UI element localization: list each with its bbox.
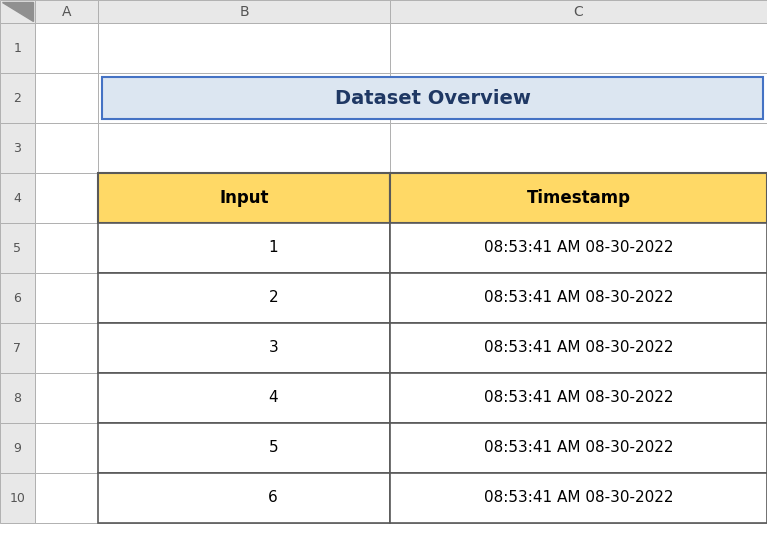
- Bar: [390, 373, 767, 423]
- Bar: [35, 23, 98, 73]
- Bar: [98, 423, 390, 473]
- Bar: [390, 223, 767, 273]
- Bar: [0, 73, 35, 123]
- Text: 08:53:41 AM 08-30-2022: 08:53:41 AM 08-30-2022: [484, 291, 673, 306]
- Bar: [35, 73, 98, 123]
- Bar: [98, 123, 390, 173]
- Text: B: B: [239, 4, 249, 18]
- Bar: [0, 0, 35, 23]
- Text: 5: 5: [268, 440, 278, 456]
- Bar: [390, 423, 767, 473]
- Text: 08:53:41 AM 08-30-2022: 08:53:41 AM 08-30-2022: [484, 391, 673, 405]
- Bar: [390, 173, 767, 223]
- Text: Input: Input: [219, 189, 268, 207]
- Bar: [390, 223, 767, 273]
- Bar: [98, 373, 390, 423]
- Bar: [98, 0, 390, 23]
- Bar: [98, 473, 390, 523]
- Bar: [98, 323, 390, 373]
- Text: 08:53:41 AM 08-30-2022: 08:53:41 AM 08-30-2022: [484, 490, 673, 505]
- Bar: [98, 23, 390, 73]
- Bar: [390, 323, 767, 373]
- Text: Timestamp: Timestamp: [526, 189, 630, 207]
- Bar: [98, 173, 390, 223]
- Text: 7: 7: [14, 342, 21, 354]
- Bar: [35, 173, 98, 223]
- Text: 1: 1: [14, 41, 21, 54]
- Text: 9: 9: [14, 442, 21, 454]
- Bar: [35, 273, 98, 323]
- Bar: [390, 23, 767, 73]
- Text: 2: 2: [268, 291, 278, 306]
- Text: 5: 5: [14, 241, 21, 254]
- Bar: [390, 273, 767, 323]
- Bar: [35, 0, 98, 23]
- Bar: [35, 123, 98, 173]
- Bar: [35, 373, 98, 423]
- Bar: [98, 73, 390, 123]
- Text: A: A: [62, 4, 71, 18]
- Bar: [35, 473, 98, 523]
- Bar: [0, 123, 35, 173]
- Bar: [102, 77, 763, 119]
- Bar: [98, 323, 390, 373]
- Bar: [0, 373, 35, 423]
- Bar: [35, 323, 98, 373]
- Bar: [390, 423, 767, 473]
- Bar: [98, 473, 390, 523]
- Bar: [98, 173, 390, 223]
- Text: 08:53:41 AM 08-30-2022: 08:53:41 AM 08-30-2022: [484, 340, 673, 356]
- Bar: [390, 273, 767, 323]
- Bar: [98, 223, 390, 273]
- Polygon shape: [2, 2, 33, 21]
- Bar: [0, 473, 35, 523]
- Bar: [98, 373, 390, 423]
- Bar: [390, 123, 767, 173]
- Bar: [390, 73, 767, 123]
- Text: 4: 4: [268, 391, 278, 405]
- Text: 3: 3: [268, 340, 278, 356]
- Text: 1: 1: [268, 240, 278, 255]
- Bar: [390, 373, 767, 423]
- Bar: [0, 23, 35, 73]
- Text: 4: 4: [14, 192, 21, 205]
- Bar: [0, 223, 35, 273]
- Text: 2: 2: [14, 92, 21, 105]
- Text: Dataset Overview: Dataset Overview: [334, 88, 531, 107]
- Text: 6: 6: [268, 490, 278, 505]
- Bar: [0, 423, 35, 473]
- Bar: [98, 273, 390, 323]
- Bar: [0, 323, 35, 373]
- Bar: [35, 423, 98, 473]
- Text: 10: 10: [9, 491, 25, 505]
- Bar: [35, 223, 98, 273]
- Bar: [0, 173, 35, 223]
- Bar: [390, 323, 767, 373]
- Bar: [390, 173, 767, 223]
- Text: C: C: [574, 4, 584, 18]
- Bar: [390, 473, 767, 523]
- Text: 8: 8: [14, 391, 21, 405]
- Bar: [390, 473, 767, 523]
- Bar: [390, 0, 767, 23]
- Text: 3: 3: [14, 141, 21, 154]
- Bar: [98, 423, 390, 473]
- Bar: [0, 273, 35, 323]
- Bar: [98, 223, 390, 273]
- Text: 08:53:41 AM 08-30-2022: 08:53:41 AM 08-30-2022: [484, 440, 673, 456]
- Bar: [98, 273, 390, 323]
- Text: 6: 6: [14, 291, 21, 305]
- Text: 08:53:41 AM 08-30-2022: 08:53:41 AM 08-30-2022: [484, 240, 673, 255]
